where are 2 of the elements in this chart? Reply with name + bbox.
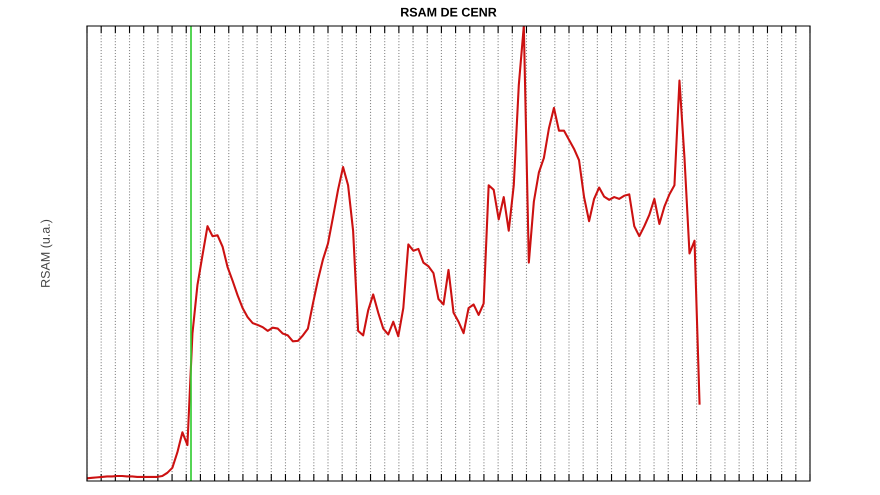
chart-title: RSAM DE CENR [401,8,497,17]
y-axis-title: RSAM (u.a.) [40,220,52,287]
